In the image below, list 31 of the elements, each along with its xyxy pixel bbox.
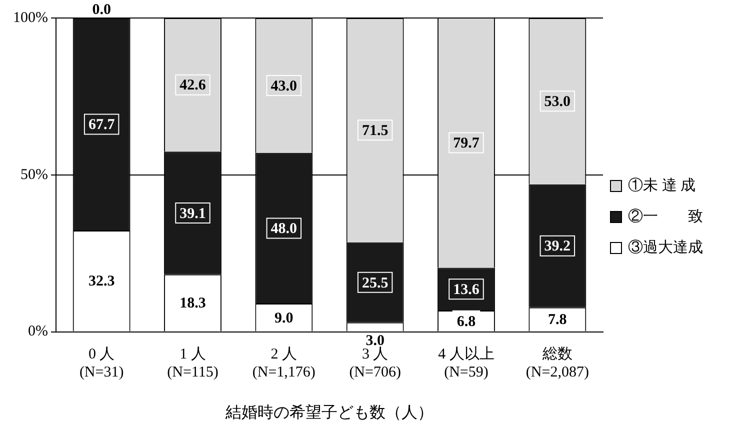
legend-label: ①未 達 成 [628, 176, 696, 195]
data-label: 3.0 [366, 333, 384, 350]
data-label: 0.0 [92, 2, 111, 18]
x-tick-label: 3 人 (N=706) [349, 346, 401, 381]
text: ③過大達成 [628, 238, 703, 257]
x-tick-label: 総数 (N=2,087) [526, 346, 589, 381]
x-tick-label: 4 人以上 (N=59) [438, 346, 494, 381]
y-tick-label: 0% [28, 324, 48, 340]
data-label: 43.0 [270, 78, 298, 94]
x-tick-label: 0 人 (N=31) [79, 346, 124, 381]
y-tick-label: 100% [12, 10, 48, 26]
y-tick-label: 50% [20, 166, 48, 183]
x-tick-label: 2 人 (N=1,176) [252, 346, 316, 381]
data-label: 48.0 [270, 221, 298, 238]
data-label: 42.6 [180, 78, 206, 94]
data-label: 71.5 [362, 123, 388, 140]
data-label: 13.6 [453, 282, 480, 298]
data-label: 25.5 [362, 275, 388, 292]
data-label: 32.3 [88, 274, 115, 290]
legend-label: ②一 致 [628, 208, 703, 226]
data-label: 53.0 [544, 94, 571, 110]
data-label: 6.8 [456, 314, 476, 330]
data-label: 39.2 [544, 238, 571, 255]
data-label: 9.0 [274, 310, 294, 326]
x-tick-label: 1 人 (N=115) [167, 346, 218, 381]
data-label: 18.3 [180, 296, 206, 312]
data-label: 39.1 [180, 206, 206, 222]
x-axis-title: 結婚時の希望子ども数（人） [224, 404, 434, 422]
data-label: 67.7 [88, 117, 116, 134]
data-label: 7.8 [548, 312, 567, 328]
data-label: 79.7 [453, 136, 480, 152]
